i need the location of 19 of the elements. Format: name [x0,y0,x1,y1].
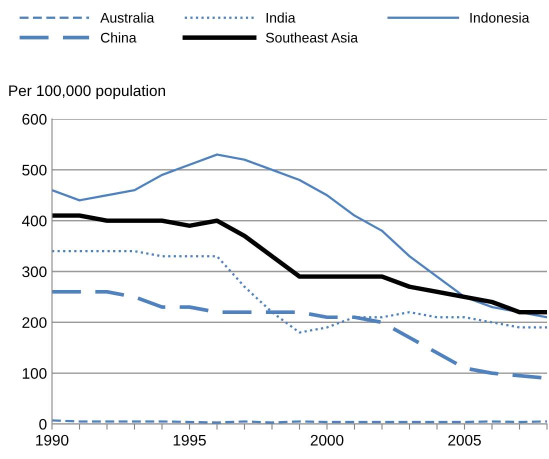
x-tick-label: 1995 [174,434,206,446]
y-tick-label: 600 [22,114,47,125]
y-tick-label: 400 [22,216,47,226]
line-series [52,153,547,318]
y-tick-label: 100 [22,368,47,379]
legend-label: Indonesia [470,12,530,23]
legend-label: Australia [100,12,154,23]
y-tick-label: 200 [22,317,47,328]
y-tick-label: 300 [22,266,47,278]
y-tick-label: 0 [39,418,47,430]
x-tick-label: 1990 [36,434,68,446]
legend-label: China [100,32,136,43]
legend-label: India [266,12,296,23]
legend-label: Southeast Asia [266,32,358,43]
x-tick-label: 2000 [310,434,344,446]
y-tick-label: 500 [22,164,47,176]
y-axis-title: Per 100,000 population [9,84,166,100]
x-tick-label: 2005 [448,434,481,446]
line-series [52,213,547,314]
